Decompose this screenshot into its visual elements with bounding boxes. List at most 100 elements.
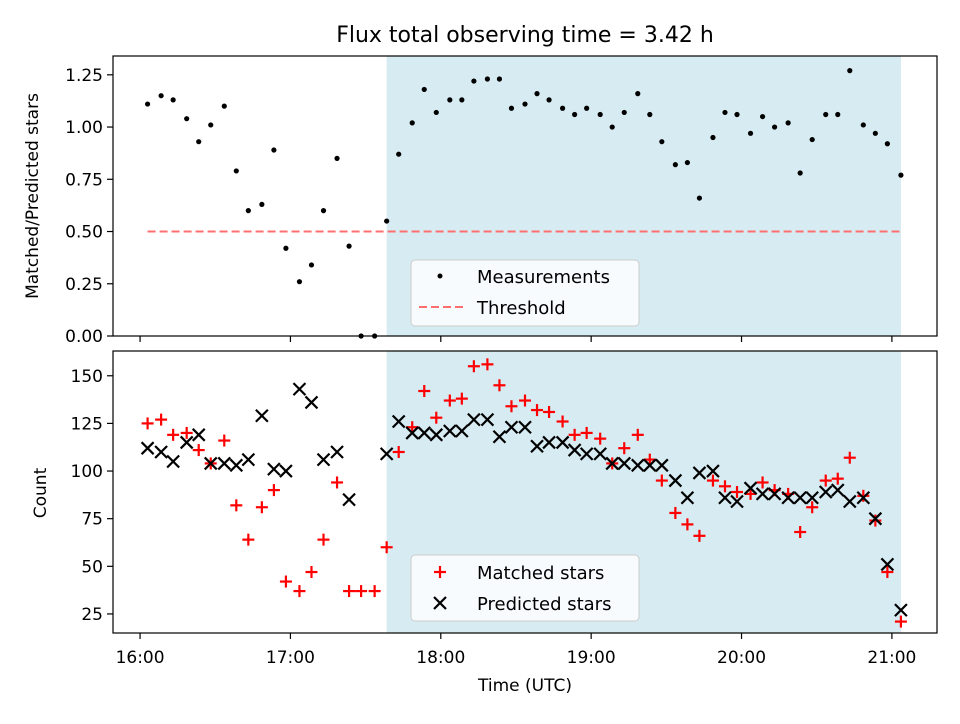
matched-star-point [693, 529, 706, 542]
measurement-point [872, 130, 878, 136]
measurement-point [847, 68, 853, 74]
bottom-panel: 25 50 75 100 125 150 16:00 17:00 18:00 19:00 20:0… [31, 350, 938, 696]
measurement-point [860, 122, 866, 128]
y-tick-label: 0.50 [65, 223, 103, 243]
predicted-star-point [417, 426, 432, 440]
matched-star-point [406, 421, 419, 434]
matched-star-point [343, 585, 356, 598]
measurement-point [559, 105, 566, 111]
measurement-point [170, 97, 176, 103]
predicted-star-point [480, 412, 495, 427]
matched-star-point [368, 585, 381, 598]
matched-star-point [681, 518, 694, 531]
measurement-point [471, 78, 477, 84]
predicted-star-point [279, 464, 293, 478]
predicted-star-point [655, 458, 669, 473]
measurement-point [621, 109, 627, 116]
measurement-point [158, 93, 164, 99]
y-tick-label: 0.75 [65, 170, 103, 190]
predicted-star-point [504, 420, 519, 434]
y-tick-label: 75 [81, 510, 103, 530]
y-tick-label: 125 [71, 414, 103, 434]
predicted-star-point [267, 462, 281, 476]
predicted-star-point [692, 466, 707, 480]
predicted-star-point [518, 420, 532, 434]
measurement-point [396, 151, 402, 157]
predicted-star-point [241, 452, 256, 467]
measurement-point [409, 120, 415, 126]
matched-star-point [594, 432, 607, 445]
x-axis-label: Time (UTC) [477, 676, 572, 696]
predicted-star-point [467, 412, 481, 427]
measurement-point [496, 76, 503, 82]
matched-star-point [167, 428, 180, 441]
measurement-point [320, 208, 327, 214]
matched-star-point [293, 585, 306, 598]
predicted-star-point [793, 490, 807, 505]
matched-star-point [242, 533, 255, 546]
predicted-star-point [492, 429, 507, 444]
matched-star-point [744, 487, 757, 500]
x-tick-label: 16:00 [116, 648, 165, 668]
measurement-point [221, 103, 227, 109]
predicted-star-point [166, 454, 180, 469]
legend-predicted-label: Predicted stars [477, 594, 611, 615]
matched-star-point [317, 533, 330, 546]
matched-star-point [543, 405, 556, 418]
legend-matched-marker [434, 566, 446, 578]
matched-star-point [230, 499, 243, 512]
predicted-star-point [154, 445, 168, 459]
predicted-star-point [379, 447, 394, 461]
predicted-star-point [605, 456, 619, 471]
measurement-point [809, 136, 815, 143]
measurement-points [144, 68, 904, 339]
measurement-point [334, 155, 340, 161]
y-tick-label: 100 [71, 462, 103, 482]
predicted-star-point [443, 424, 457, 438]
predicted-star-point [555, 435, 570, 450]
predicted-star-point [140, 441, 155, 455]
matched-star-point [430, 411, 443, 424]
predicted-star-point [630, 458, 645, 473]
predicted-star-point [391, 414, 406, 429]
matched-star-point [355, 585, 368, 598]
matched-star-point [894, 615, 907, 628]
predicted-star-point [880, 557, 895, 572]
legend-threshold-label: Threshold [476, 298, 566, 319]
top-x-ticks [139, 336, 893, 342]
measurement-point [659, 139, 665, 145]
matched-star-point [192, 444, 205, 457]
matched-star-point [669, 506, 682, 519]
predicted-star-point [330, 445, 344, 459]
matched-star-point [643, 453, 656, 466]
y-tick-label: 0.25 [65, 275, 103, 295]
predicted-star-point [579, 447, 594, 461]
measurement-point [433, 109, 439, 116]
measurement-point [785, 120, 791, 126]
predicted-star-point [405, 426, 420, 440]
predicted-star-point [755, 487, 770, 501]
measurement-point [534, 91, 540, 97]
y-tick-label: 1.25 [65, 66, 103, 86]
predicted-star-point [567, 443, 582, 457]
measurement-point [144, 101, 151, 107]
matched-star-point [331, 476, 344, 489]
measurement-point [797, 170, 803, 176]
matched-star-point [718, 480, 731, 493]
measurement-point [584, 105, 590, 111]
predicted-stars-points [140, 382, 908, 617]
predicted-star-point [743, 481, 758, 495]
y-tick-label: 25 [81, 605, 103, 625]
measurement-point [459, 97, 465, 103]
predicted-star-point [767, 487, 782, 501]
matched-star-point [706, 474, 719, 487]
measurement-point [572, 111, 578, 118]
measurement-point [747, 130, 754, 136]
predicted-star-point [894, 603, 908, 617]
predicted-star-point [868, 511, 883, 526]
x-tick-label: 17:00 [266, 648, 315, 668]
predicted-star-point [730, 494, 744, 509]
bottom-x-ticks: 16:00 17:00 18:00 19:00 20:00 21:00 [116, 633, 916, 668]
measurement-point [421, 86, 427, 93]
matched-star-point [443, 394, 456, 407]
